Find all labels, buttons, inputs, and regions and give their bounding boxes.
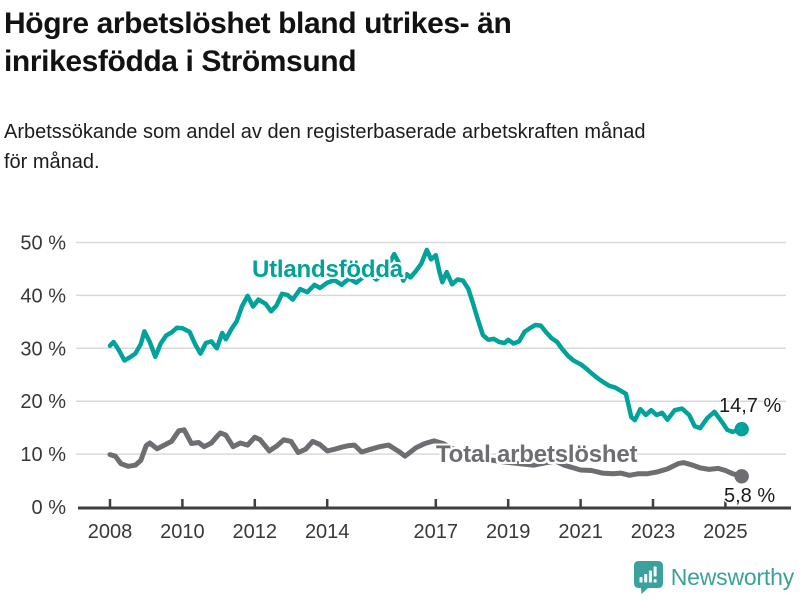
svg-text:2008: 2008: [88, 521, 133, 543]
chart-subtitle-line-1: Arbetssökande som andel av den registerb…: [4, 121, 646, 143]
svg-text:2021: 2021: [558, 521, 603, 543]
newsworthy-chart-bubble-icon: [633, 560, 663, 594]
svg-text:2017: 2017: [414, 521, 459, 543]
chart-title-line-2: inrikesfödda i Strömsund: [4, 45, 357, 78]
series-label-total-arbetsloshet: Total arbetslöshet: [436, 441, 638, 468]
svg-text:20 %: 20 %: [20, 391, 66, 413]
newsworthy-logo: Newsworthy: [633, 560, 794, 594]
chart-title: Högre arbetslöshet bland utrikes- än inr…: [4, 5, 654, 81]
svg-text:30 %: 30 %: [20, 338, 66, 360]
series-label-utlandsfodda: Utlandsfödda: [252, 256, 403, 283]
chart-subtitle-line-2: för månad.: [4, 151, 100, 173]
svg-text:2019: 2019: [486, 521, 531, 543]
svg-text:2012: 2012: [233, 521, 278, 543]
end-value-label-total: 5,8 %: [724, 485, 776, 507]
end-value-label-utlandsfodda: 14,7 %: [719, 395, 782, 417]
chart-title-line-1: Högre arbetslöshet bland utrikes- än: [4, 7, 512, 40]
svg-text:2010: 2010: [160, 521, 205, 543]
svg-text:40 %: 40 %: [20, 285, 66, 307]
newsworthy-wordmark: Newsworthy: [670, 563, 794, 590]
svg-text:0 %: 0 %: [32, 497, 67, 519]
svg-text:2023: 2023: [631, 521, 676, 543]
svg-text:2014: 2014: [305, 521, 350, 543]
svg-text:10 %: 10 %: [20, 444, 66, 466]
svg-text:50 %: 50 %: [20, 233, 66, 255]
svg-text:2025: 2025: [703, 521, 748, 543]
chart-subtitle: Arbetssökande som andel av den registerb…: [4, 117, 779, 177]
